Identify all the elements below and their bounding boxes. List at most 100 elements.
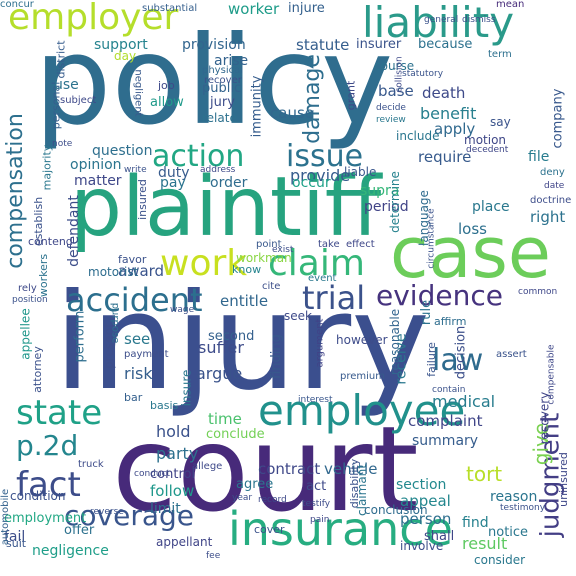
word-risk: risk [124, 364, 153, 383]
word-medical: medical [432, 392, 496, 411]
word-effect: effect [346, 239, 375, 250]
word-take: take [318, 239, 340, 250]
word-award: award [118, 262, 165, 280]
word-period: period [364, 199, 409, 215]
word-perform: perform [72, 310, 88, 363]
word-contend: contend [28, 235, 73, 248]
word-matter: matter [74, 173, 122, 189]
word-plaintiff: plaintiff [70, 160, 382, 255]
word-conclusion: conclusion [364, 503, 428, 517]
word-payment: payment [124, 349, 169, 360]
word-claim: claim [268, 243, 365, 284]
word-death: death [422, 84, 466, 102]
word-exist: exist [272, 245, 294, 255]
word-decision: decision [453, 325, 469, 380]
word-purpose: purpose [109, 302, 121, 344]
word-point: point [256, 239, 282, 250]
word-workers: workers [37, 253, 51, 298]
word-shall: shall [424, 529, 455, 544]
word-section: section [396, 477, 447, 493]
word-insurance: insurance [228, 502, 453, 556]
word-company: company [550, 88, 566, 149]
word-evidence: evidence [376, 279, 503, 312]
word-arise: arise [214, 53, 249, 69]
word-coverage: coverage [64, 499, 194, 532]
word-testimony: testimony [500, 503, 546, 513]
word-entitle: entitle [220, 292, 269, 310]
word-grant: grant [344, 80, 358, 111]
word-wage: wage [170, 305, 195, 315]
word-include: include [396, 129, 440, 143]
word-law: law [432, 343, 484, 378]
word-conduct: conduct [134, 469, 171, 479]
word-position: position [12, 295, 48, 305]
word-physical: physical [202, 65, 243, 76]
word-injure: injure [288, 1, 325, 16]
word-failure: failure [424, 342, 438, 377]
word-bar: bar [124, 391, 143, 404]
word-course: course [374, 59, 415, 73]
word-find: find [462, 515, 489, 531]
word-reverse: reverse [90, 507, 124, 517]
word-testify: testify [302, 499, 331, 509]
word-agree: agree [236, 477, 274, 492]
word-limit: limit [150, 501, 181, 517]
word-question: question [92, 143, 153, 159]
word-statutory: statutory [402, 69, 444, 79]
word-interest: interest [298, 395, 333, 405]
word-circumstance: circumstance [426, 208, 437, 269]
word-place: place [472, 199, 510, 215]
word-disability: disability [348, 458, 362, 509]
word-contain: contain [432, 385, 466, 395]
word-file: file [528, 149, 550, 165]
word-immunity: immunity [249, 75, 265, 138]
word-issue: issue [286, 139, 364, 174]
word-reasonable: reasonable [388, 308, 403, 376]
word-argue: argue [196, 364, 243, 383]
word-statute: statute [296, 36, 350, 54]
word-write: write [124, 165, 147, 175]
word-involve: involve [400, 539, 444, 553]
word-mean: mean [496, 0, 525, 10]
word-know: know [232, 263, 262, 276]
word-because: because [418, 37, 473, 52]
word-automobile: automobile [0, 488, 12, 546]
word-provision: provision [182, 37, 246, 53]
word-tort: tort [466, 462, 503, 486]
word-hold: hold [156, 422, 191, 441]
word-complaint: complaint [408, 412, 483, 430]
word-pay: pay [160, 175, 186, 191]
word-provide: provide [290, 166, 351, 185]
word-order: order [210, 175, 248, 191]
word-require: require [418, 148, 472, 166]
word-cite: cite [262, 281, 281, 292]
word-supra: supra [360, 183, 400, 199]
word-duty: duty [158, 165, 190, 181]
word-employee: employee [258, 386, 466, 435]
word-policy: policy [34, 10, 394, 152]
word-damage: damage [299, 54, 325, 144]
word-year: year [232, 493, 253, 503]
word-fact: fact [16, 465, 81, 505]
word-note: note [52, 139, 73, 149]
word-however: however [336, 333, 388, 347]
word-court: court [112, 400, 419, 538]
word-time: time [208, 410, 242, 428]
word-control: control [150, 467, 196, 482]
word-cover: cover [254, 523, 285, 536]
word-insurer: insurer [356, 37, 402, 52]
word-appeal: appeal [400, 492, 451, 510]
word-compensable: compensable [546, 344, 557, 405]
word-state: state [16, 393, 103, 433]
word-employment: employment [4, 511, 87, 526]
word-rely: rely [18, 283, 37, 294]
word-recover: recover [204, 75, 242, 86]
word-negligence: negligence [32, 543, 109, 559]
word-motorist: motorist [88, 265, 139, 279]
word-insured: insured [135, 179, 149, 220]
word-defendant: defendant [65, 195, 82, 267]
word-relate: relate [202, 111, 237, 125]
word-affirm: affirm [434, 315, 467, 328]
word-address: address [200, 165, 236, 175]
word-finding: finding [268, 334, 284, 379]
